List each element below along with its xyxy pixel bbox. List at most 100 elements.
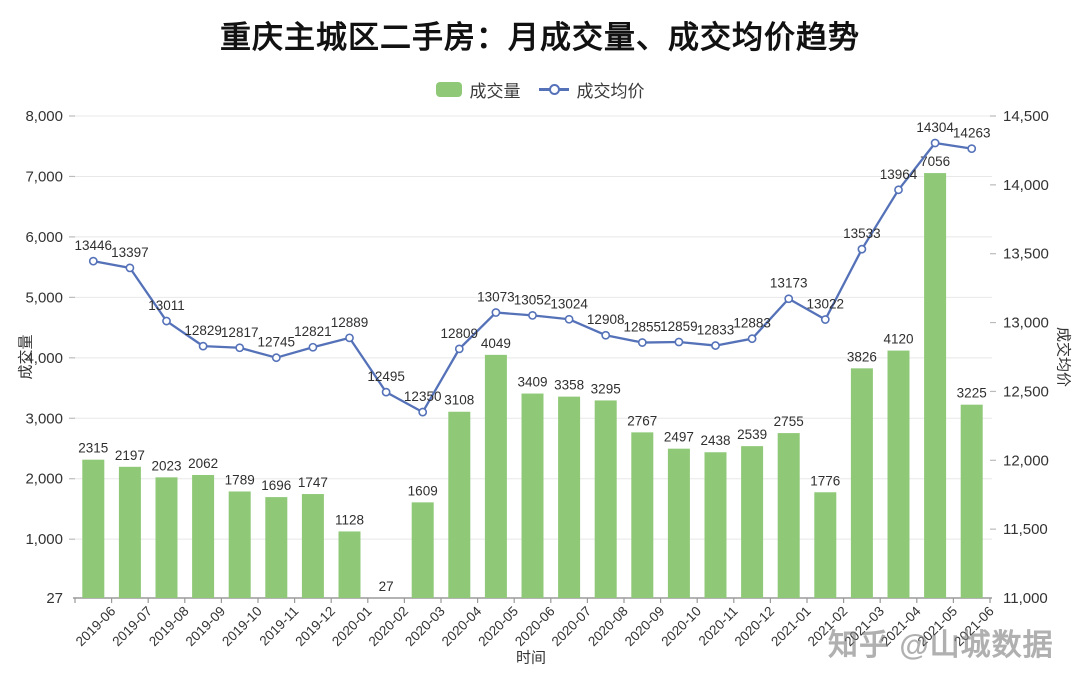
price-value-label: 12833	[697, 323, 735, 338]
price-value-label: 14263	[953, 126, 991, 141]
price-marker	[637, 338, 647, 347]
price-marker	[491, 308, 501, 317]
right-tick-label: 13,000	[1003, 315, 1049, 332]
price-value-label: 13446	[75, 238, 113, 253]
legend-item-volume: 成交量	[435, 77, 521, 102]
right-tick-label: 11,500	[1003, 521, 1048, 538]
left-tick-label: 27	[46, 590, 63, 607]
x-tick-label: 2020-02	[366, 604, 412, 650]
price-marker	[235, 343, 245, 353]
volume-bar	[741, 446, 764, 598]
x-tick-label: 2020-05	[475, 604, 521, 650]
bar-value-label: 2197	[115, 448, 145, 463]
price-marker	[820, 315, 830, 324]
bar-value-label: 1776	[810, 473, 840, 488]
x-tick-label: 2020-07	[549, 604, 595, 650]
left-axis-title: 成交量	[17, 334, 35, 380]
price-value-label: 13052	[514, 292, 552, 307]
x-tick-label: 2019-07	[109, 604, 155, 650]
price-swatch-icon	[538, 82, 569, 97]
bar-value-label: 2315	[78, 441, 108, 456]
legend-volume-label: 成交量	[469, 81, 521, 101]
price-value-label: 13397	[111, 245, 149, 260]
left-tick-label: 8,000	[25, 108, 63, 125]
price-marker	[747, 334, 757, 344]
price-value-label: 14304	[916, 120, 954, 135]
bar-value-label: 1128	[335, 512, 364, 527]
bar-value-label: 1789	[225, 472, 255, 487]
bar-value-label: 2497	[664, 430, 694, 445]
bar-value-label: 3826	[847, 349, 877, 364]
x-tick-label: 2020-03	[402, 604, 448, 650]
price-line	[92, 141, 973, 414]
left-tick-label: 4,000	[25, 350, 63, 367]
right-tick-label: 14,000	[1003, 177, 1049, 194]
price-marker	[711, 341, 720, 350]
left-tick-label: 1,000	[25, 531, 63, 548]
price-marker	[162, 316, 171, 326]
volume-bar	[192, 474, 215, 598]
right-tick-label: 12,000	[1003, 452, 1049, 469]
bar-value-label: 1747	[298, 475, 328, 490]
volume-bar	[777, 433, 800, 598]
price-value-label: 12883	[733, 316, 771, 331]
price-marker	[88, 256, 98, 266]
legend-item-price: 成交均价	[538, 77, 645, 102]
price-value-label: 13022	[807, 297, 845, 312]
price-value-label: 13073	[477, 290, 515, 305]
right-tick-label: 11,000	[1003, 590, 1048, 607]
volume-bar	[814, 492, 837, 598]
volume-bar	[265, 497, 288, 598]
price-value-label: 12855	[624, 320, 662, 335]
bar-value-label: 3108	[444, 393, 474, 408]
volume-bar	[338, 531, 361, 598]
left-tick-label: 5,000	[25, 289, 63, 306]
x-tick-label: 2020-01	[329, 604, 375, 650]
volume-bar	[850, 368, 873, 598]
bar-value-label: 3295	[591, 381, 621, 396]
price-marker	[930, 138, 940, 148]
price-value-label: 12821	[294, 324, 332, 339]
bar-value-label: 3358	[554, 378, 584, 393]
price-marker	[308, 342, 318, 352]
volume-bar	[82, 459, 105, 598]
price-marker	[564, 314, 574, 324]
price-marker	[857, 244, 867, 254]
x-tick-label: 2020-10	[658, 604, 704, 650]
x-tick-label: 2021-01	[768, 604, 814, 650]
price-marker	[784, 294, 794, 304]
price-marker	[528, 311, 537, 320]
price-value-label: 12829	[184, 323, 222, 338]
bar-value-label: 3409	[517, 375, 547, 390]
price-value-label: 12495	[367, 369, 405, 384]
bar-value-label: 4120	[883, 332, 913, 347]
price-value-label: 13024	[550, 296, 588, 311]
bar-value-label: 3225	[957, 386, 987, 401]
price-value-label: 13011	[148, 298, 185, 313]
left-tick-label: 6,000	[25, 229, 63, 246]
right-tick-label: 12,500	[1003, 383, 1049, 400]
bar-value-label: 2767	[627, 413, 657, 428]
price-value-label: 12350	[404, 389, 442, 404]
price-marker	[454, 344, 464, 354]
volume-bar	[228, 491, 251, 598]
right-axis-title: 成交均价	[1054, 326, 1072, 388]
volume-bar	[448, 411, 471, 598]
bar-value-label: 1609	[408, 483, 438, 498]
price-marker	[418, 407, 428, 417]
x-tick-label: 2020-09	[622, 604, 668, 650]
price-value-label: 12745	[258, 335, 296, 350]
legend-price-label: 成交均价	[576, 81, 645, 101]
price-marker	[894, 185, 903, 195]
legend: 成交量 成交均价	[0, 76, 1080, 102]
price-value-label: 13173	[770, 276, 808, 291]
left-tick-label: 3,000	[25, 410, 63, 427]
x-tick-label: 2020-08	[585, 604, 631, 650]
price-marker	[198, 341, 208, 351]
right-tick-label: 13,500	[1003, 246, 1049, 263]
watermark: 知乎 @山城数据	[828, 629, 1054, 662]
volume-bar	[521, 393, 544, 598]
volume-bar	[631, 432, 654, 598]
